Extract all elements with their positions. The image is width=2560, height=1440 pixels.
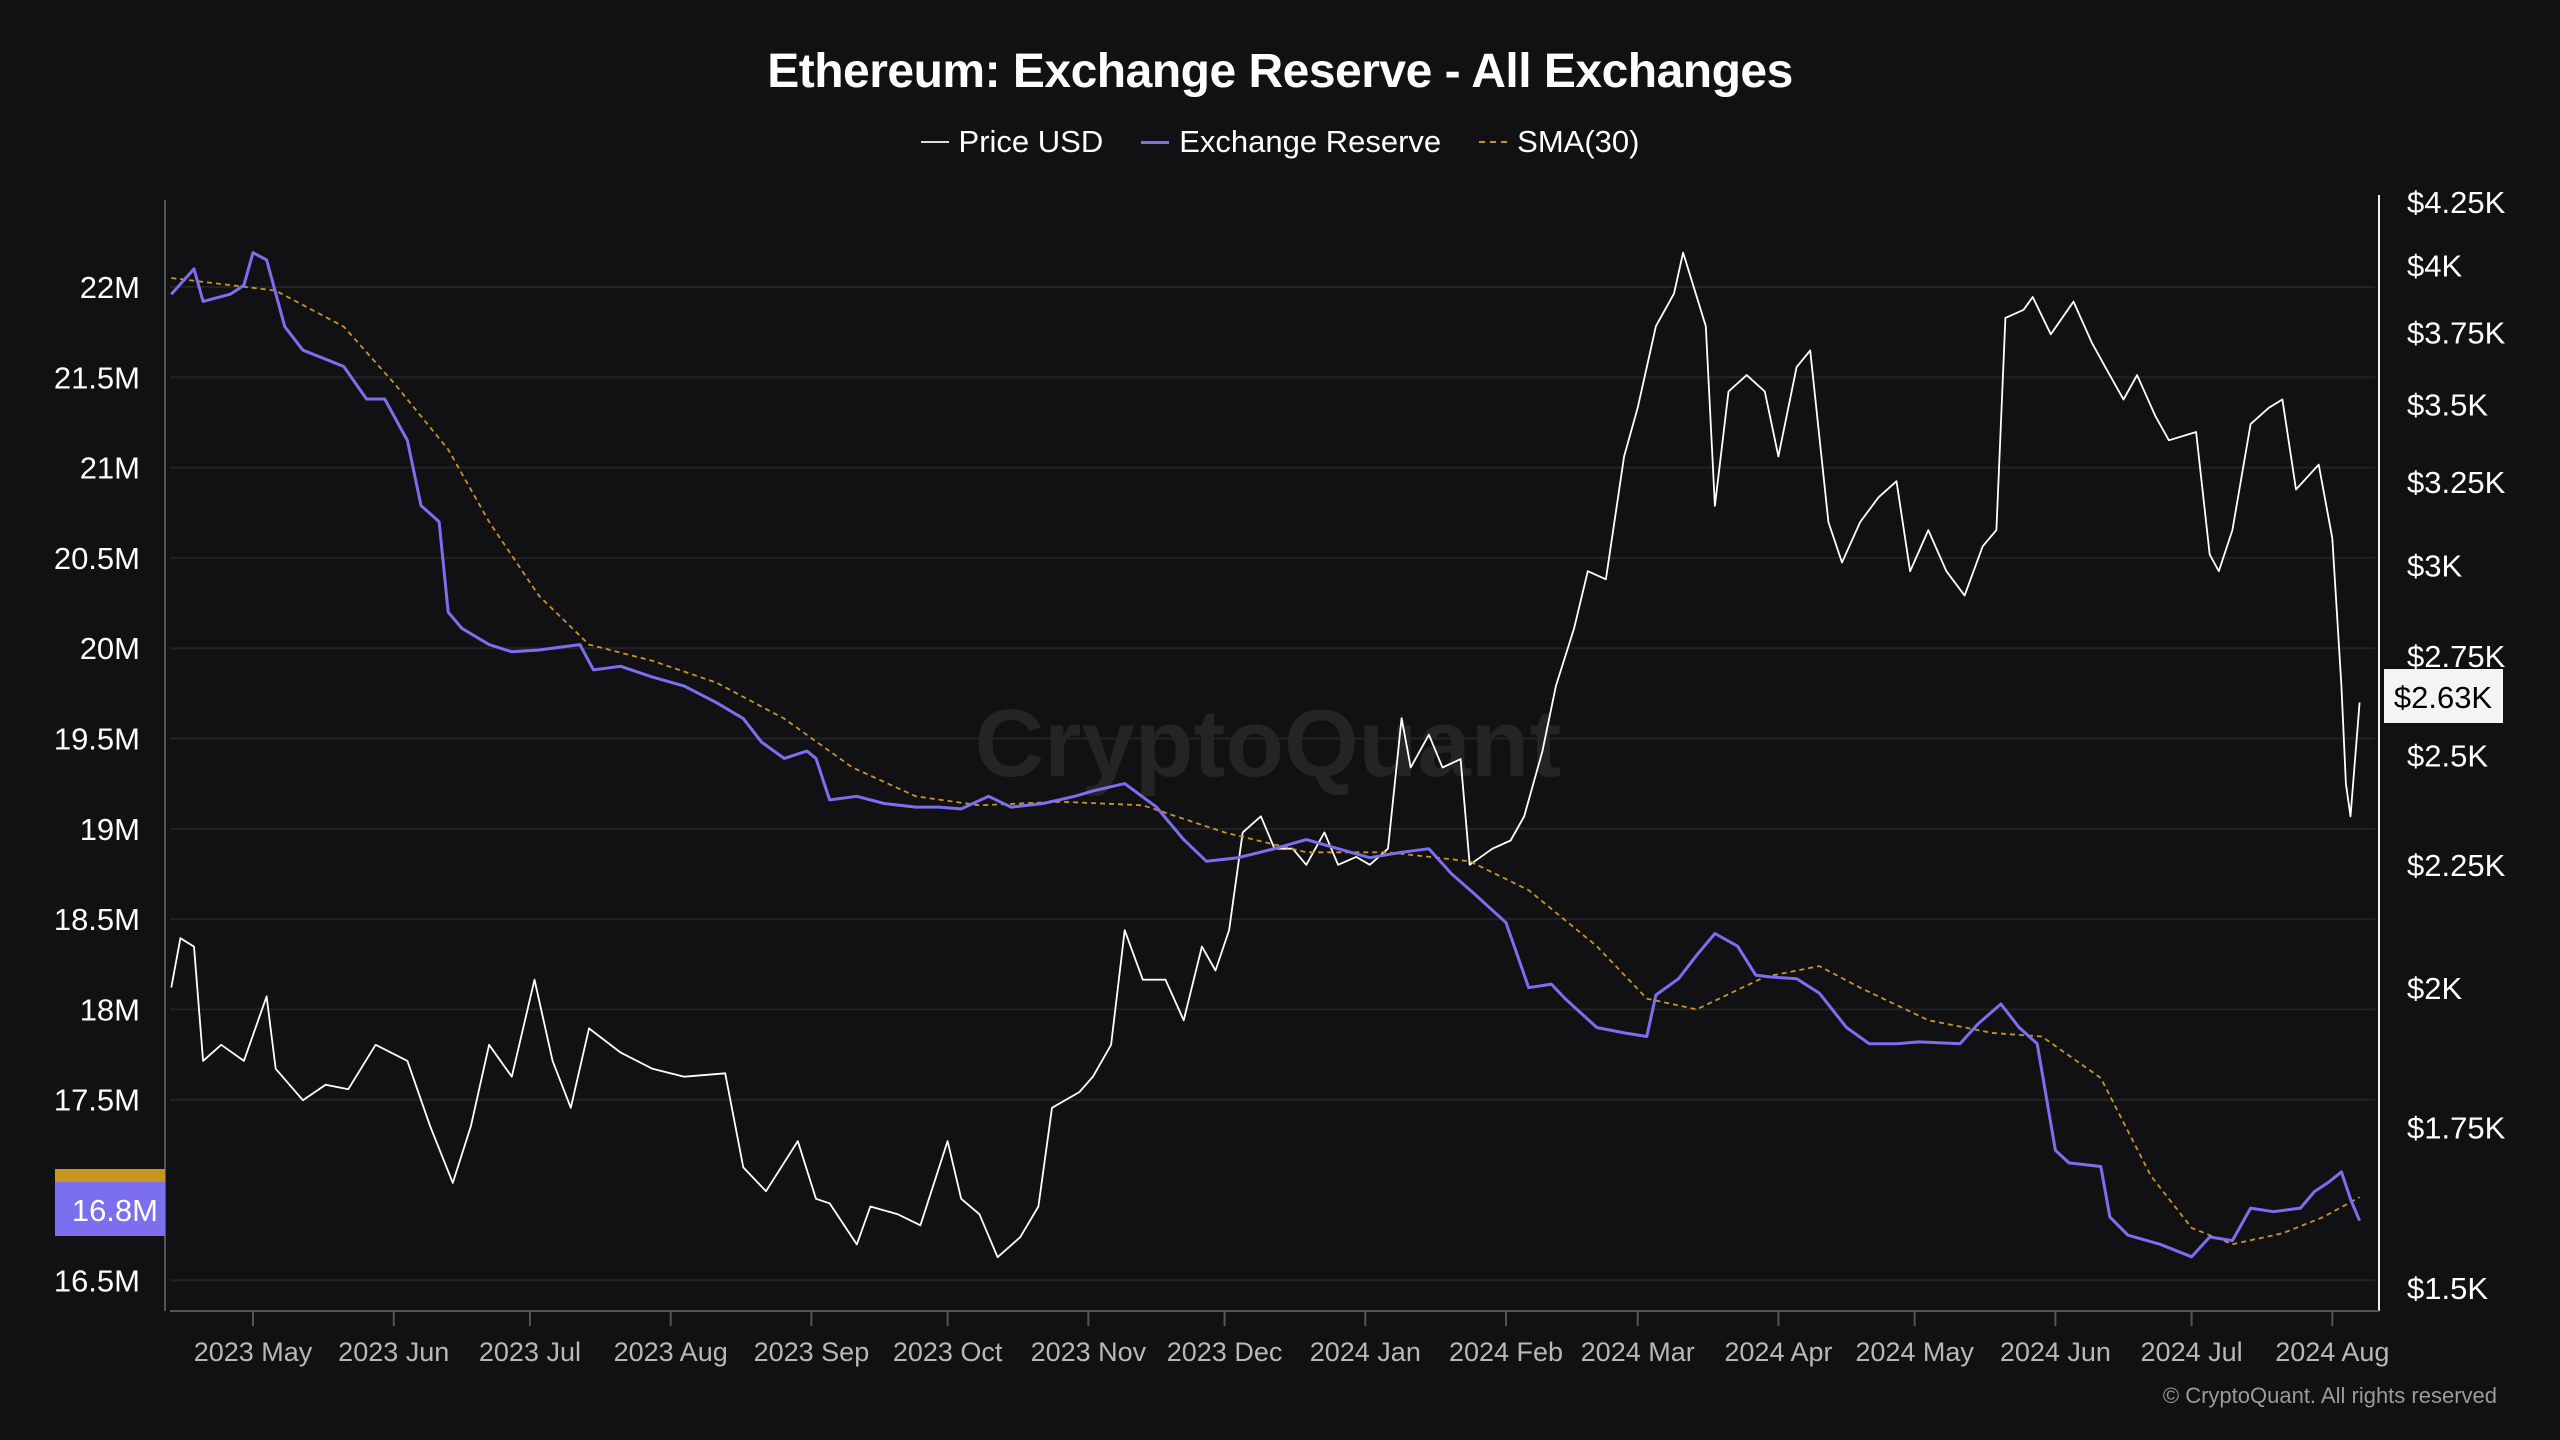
x-tick-label: 2024 Jun bbox=[2000, 1337, 2111, 1367]
x-tick-label: 2024 Apr bbox=[1724, 1337, 1832, 1367]
legend-label-reserve: Exchange Reserve bbox=[1179, 124, 1442, 159]
series-lines bbox=[170, 251, 2361, 1259]
legend-swatch-price bbox=[920, 141, 949, 143]
left-tick-label: 17.5M bbox=[54, 1083, 140, 1118]
right-tick-label: $3.25K bbox=[2407, 465, 2506, 500]
right-tick-label: $1.5K bbox=[2407, 1271, 2488, 1306]
left-tick-label: 18.5M bbox=[54, 902, 140, 937]
x-axis-ticks: 2023 May 2023 Jun 2023 Jul 2023 Aug 2023 Sep… bbox=[194, 1311, 2389, 1367]
legend-label-sma: SMA(30) bbox=[1517, 124, 1640, 159]
legend-swatch-sma bbox=[1479, 141, 1508, 143]
left-tick-label: 19M bbox=[80, 812, 140, 847]
price-last-value-badge: $2.63K bbox=[2384, 669, 2503, 723]
x-tick-label: 2024 Aug bbox=[2275, 1337, 2389, 1367]
price-last-value-box bbox=[2384, 669, 2503, 723]
right-tick-label: $3.75K bbox=[2407, 316, 2506, 351]
left-tick-label: 20.5M bbox=[54, 541, 140, 576]
left-tick-label: 21.5M bbox=[54, 360, 140, 395]
legend-swatch-reserve bbox=[1141, 140, 1170, 144]
legend-label-price: Price USD bbox=[958, 124, 1104, 159]
x-tick-label: 2023 Aug bbox=[614, 1337, 728, 1367]
right-tick-label: $4K bbox=[2407, 248, 2462, 283]
right-tick-label: $1.75K bbox=[2407, 1110, 2506, 1145]
right-tick-label: $4.25K bbox=[2407, 185, 2506, 220]
reserve-last-value-box bbox=[55, 1182, 165, 1236]
x-tick-label: 2023 Jun bbox=[338, 1337, 449, 1367]
reserve-line[interactable] bbox=[170, 251, 2361, 1259]
sma-last-value-marker bbox=[55, 1169, 165, 1183]
x-tick-label: 2023 May bbox=[194, 1337, 313, 1367]
price-last-value: $2.63K bbox=[2394, 680, 2493, 715]
x-tick-label: 2023 Oct bbox=[893, 1337, 1003, 1367]
chart-title: Ethereum: Exchange Reserve - All Exchang… bbox=[767, 45, 1793, 98]
copyright: © CryptoQuant. All rights reserved bbox=[2162, 1383, 2497, 1408]
right-tick-label: $2.5K bbox=[2407, 738, 2488, 773]
right-tick-label: $3K bbox=[2407, 548, 2462, 583]
x-tick-label: 2023 Jul bbox=[479, 1337, 581, 1367]
left-tick-label: 22M bbox=[80, 270, 140, 305]
left-tick-label: 20M bbox=[80, 631, 140, 666]
right-axis-ticks: $4.25K $4K $3.75K $3.5K $3.25K $3K $2.75K $2.5K… bbox=[2407, 185, 2506, 1306]
right-tick-label: $2K bbox=[2407, 971, 2462, 1006]
x-tick-label: 2024 Feb bbox=[1449, 1337, 1563, 1367]
legend-item-price[interactable]: Price USD bbox=[920, 124, 1104, 160]
left-tick-label: 19.5M bbox=[54, 722, 140, 757]
left-axis-ticks: 22M 21.5M 21M 20.5M 20M 19.5M 19M 18.5M 18M 17.5M… bbox=[54, 270, 140, 1298]
left-tick-label: 16.5M bbox=[54, 1263, 140, 1298]
x-tick-label: 2023 Dec bbox=[1167, 1337, 1283, 1367]
watermark: CryptoQuant bbox=[975, 690, 1562, 797]
right-tick-label: $2.25K bbox=[2407, 848, 2506, 883]
x-tick-label: 2024 Jul bbox=[2141, 1337, 2243, 1367]
gridlines bbox=[170, 286, 2375, 1282]
right-tick-label: $2.75K bbox=[2407, 639, 2506, 674]
reserve-last-value: 16.8M bbox=[72, 1193, 158, 1228]
legend-item-sma[interactable]: SMA(30) bbox=[1479, 124, 1639, 160]
legend-item-reserve[interactable]: Exchange Reserve bbox=[1141, 124, 1441, 160]
reserve-last-value-badge: 16.8M bbox=[55, 1169, 165, 1236]
left-tick-label: 21M bbox=[80, 451, 140, 486]
left-tick-label: 18M bbox=[80, 992, 140, 1027]
right-tick-label: $3.5K bbox=[2407, 388, 2488, 423]
price-line[interactable] bbox=[170, 251, 2361, 1259]
x-tick-label: 2024 Mar bbox=[1581, 1337, 1695, 1367]
x-tick-label: 2023 Nov bbox=[1031, 1337, 1147, 1367]
x-tick-label: 2024 May bbox=[1855, 1337, 1974, 1367]
legend: Price USD Exchange Reserve SMA(30) bbox=[0, 124, 2560, 160]
x-tick-label: 2024 Jan bbox=[1310, 1337, 1421, 1367]
x-tick-label: 2023 Sep bbox=[754, 1337, 870, 1367]
sma-line[interactable] bbox=[171, 277, 2361, 1246]
